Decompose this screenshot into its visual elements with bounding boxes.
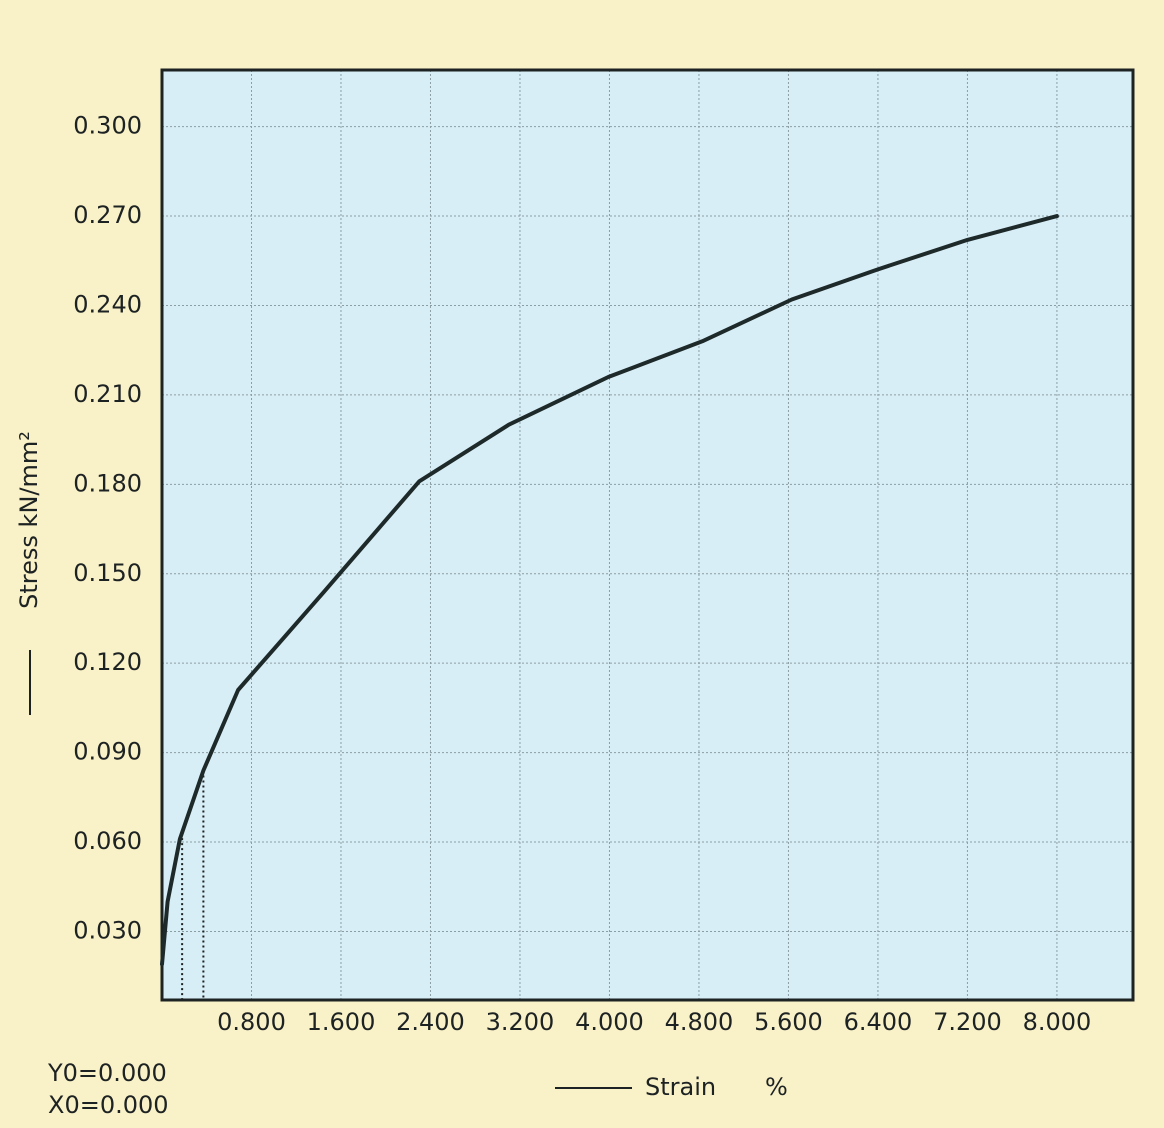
curve — [160, 214, 1059, 967]
y-tick-label: 0.120 — [73, 648, 142, 676]
y-tick-label: 0.210 — [73, 380, 142, 408]
x-tick-label: 1.600 — [307, 1008, 376, 1036]
y-tick-label: 0.150 — [73, 559, 142, 587]
y-tick-label: 0.030 — [73, 916, 142, 944]
x-tick-label: 2.400 — [396, 1008, 465, 1036]
plot-area — [162, 70, 1133, 1000]
y-tick-label: 0.270 — [73, 201, 142, 229]
x-tick-label: 0.800 — [217, 1008, 286, 1036]
grid — [162, 70, 1133, 1000]
x-tick-label: 6.400 — [844, 1008, 913, 1036]
x-axis-unit: % — [765, 1073, 788, 1101]
note: X0=0.000 — [48, 1091, 169, 1119]
y-tick-label: 0.180 — [73, 469, 142, 497]
y-tick-label: 0.090 — [73, 738, 142, 766]
plot-border — [160, 68, 1135, 1002]
y-tick-label: 0.060 — [73, 827, 142, 855]
x-tick-label: 4.800 — [665, 1008, 734, 1036]
x-tick-label: 3.200 — [486, 1008, 555, 1036]
x-tick-label: 7.200 — [933, 1008, 1002, 1036]
y-tick-label: 0.240 — [73, 290, 142, 318]
x-tick-label: 5.600 — [754, 1008, 823, 1036]
y-axis-label: Stress kN/mm² — [15, 431, 43, 609]
x-tick-label: 8.000 — [1023, 1008, 1092, 1036]
note: Y0=0.000 — [47, 1059, 167, 1087]
x-tick-label: 4.000 — [575, 1008, 644, 1036]
y-tick-label: 0.300 — [73, 112, 142, 140]
x-axis-label: Strain — [645, 1073, 716, 1101]
